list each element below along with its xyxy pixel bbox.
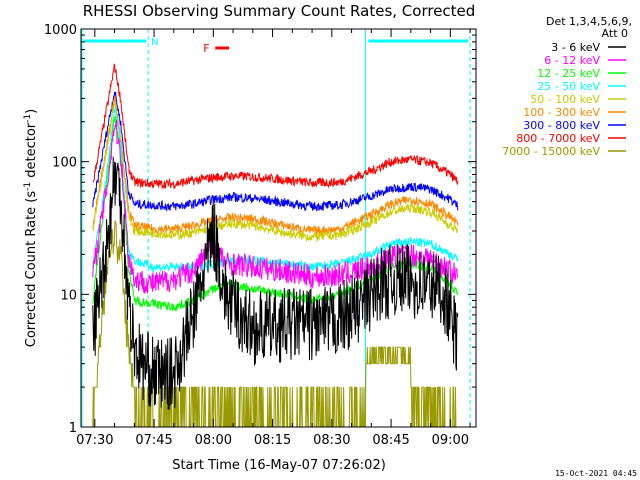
legend-entry-label: 7000 - 15000 keV: [502, 145, 600, 158]
series-line-800-7000-kev: [92, 63, 459, 190]
annotation-night-label: N: [151, 37, 158, 48]
y-axis-label-sup1: -1: [23, 182, 33, 191]
chart-title: RHESSI Observing Summary Count Rates, Co…: [83, 2, 476, 20]
x-axis-label: Start Time (16-May-07 07:26:02): [172, 458, 386, 473]
y-tick-label: 100: [52, 156, 77, 171]
y-axis: 1 10 100 1000: [44, 23, 476, 436]
y-axis-label-sup2: -1: [23, 114, 33, 123]
x-tick-label: 08:30: [313, 433, 350, 448]
legend-entry-label: 25 - 50 keV: [537, 80, 600, 93]
x-tick-label: 09:00: [432, 433, 469, 448]
legend-header-line-2: Att 0: [602, 27, 628, 40]
legend-entry-label: 6 - 12 keV: [544, 54, 600, 67]
series-line-50-100-kev: [92, 101, 459, 243]
x-tick-label: 08:45: [372, 433, 409, 448]
series-layer: [92, 63, 459, 428]
y-axis-label: Corrected Count Rate (s-1 detector-1): [23, 109, 39, 347]
series-line-300-800-kev: [92, 91, 459, 212]
footer-timestamp: 15-Oct-2021 04:45: [555, 469, 637, 478]
legend-entry-label: 100 - 300 keV: [523, 106, 600, 119]
x-tick-label: 07:30: [76, 433, 113, 448]
y-axis-label-mid: detector: [24, 122, 39, 182]
x-tick-label: 08:00: [195, 433, 232, 448]
y-axis-label-main: Corrected Count Rate (s: [24, 191, 39, 348]
legend-entry-label: 50 - 100 keV: [530, 93, 600, 106]
x-axis: 07:30 07:45 08:00 08:15 08:30 08:45 09:00: [76, 29, 471, 448]
x-tick-label: 07:45: [135, 433, 172, 448]
legend-header-line-1: Det 1,3,4,5,6,9,: [546, 15, 632, 28]
x-tick-label: 08:15: [254, 433, 291, 448]
legend-entry-label: 300 - 800 keV: [523, 119, 600, 132]
y-axis-label-end: ): [24, 109, 39, 114]
series-line-100-300-kev: [92, 96, 459, 236]
annotation-flare-label: F: [203, 42, 209, 55]
y-tick-label: 1000: [44, 23, 77, 38]
legend-entry-label: 800 - 7000 keV: [516, 132, 600, 145]
legend-entry-label: 12 - 25 keV: [537, 67, 600, 80]
legend-entry-label: 3 - 6 keV: [551, 41, 600, 54]
y-tick-label: 10: [60, 288, 77, 303]
series-line-3-6-kev: [92, 156, 459, 410]
plot-frame: [80, 28, 477, 428]
y-tick-label: 1: [69, 421, 77, 436]
